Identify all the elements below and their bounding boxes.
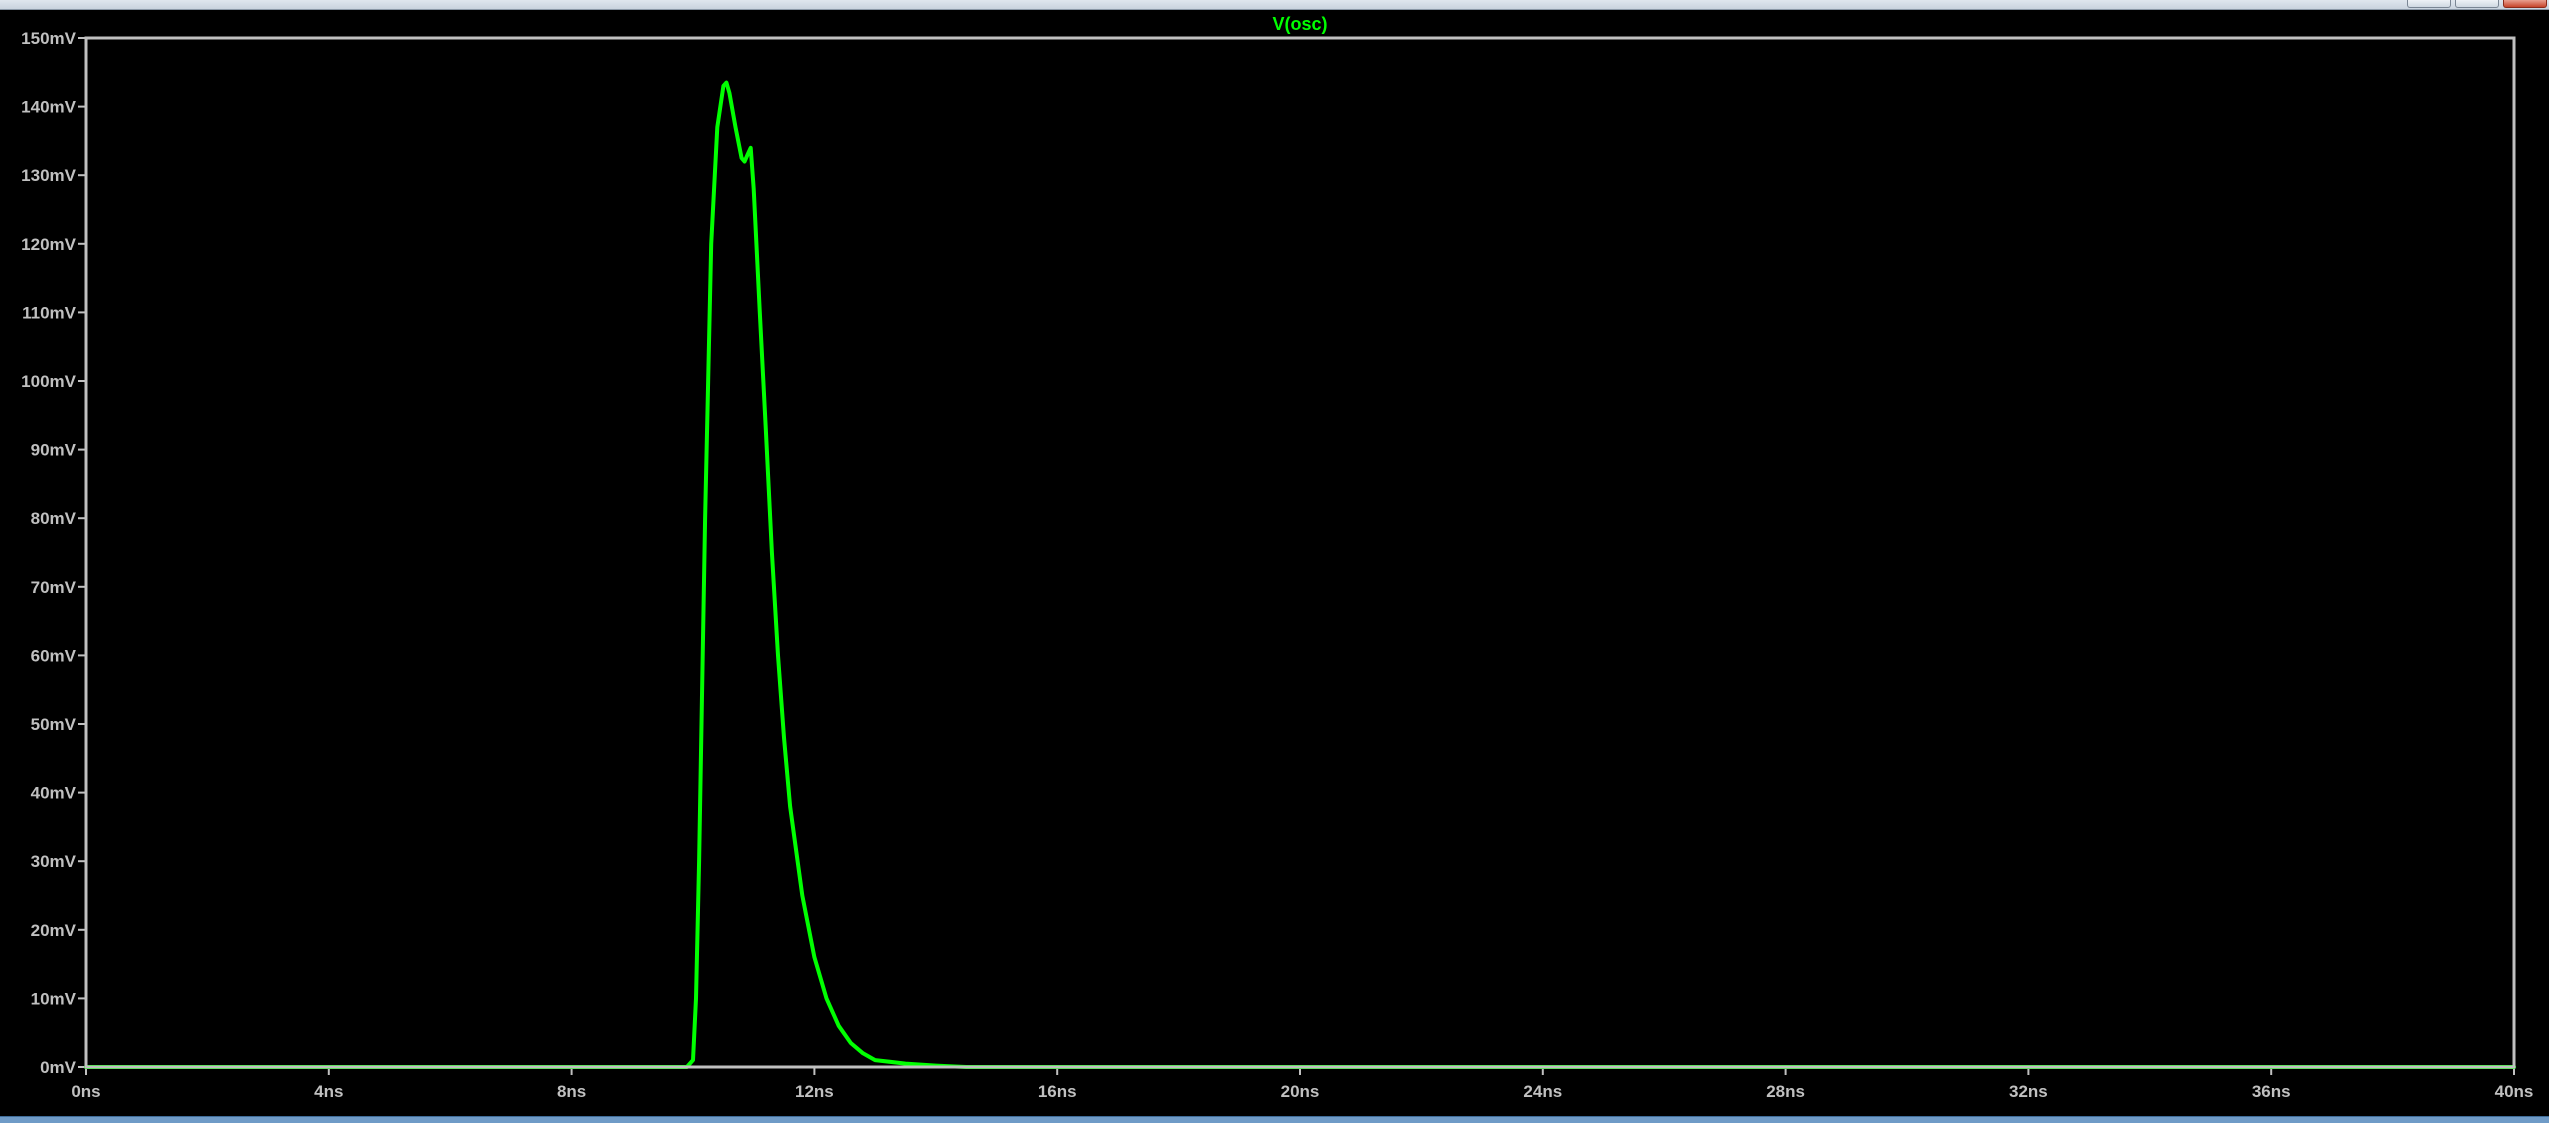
y-tick-label: 20mV — [31, 921, 77, 940]
traces — [84, 80, 2516, 1069]
y-tick-label: 60mV — [31, 646, 77, 665]
window-controls — [2407, 0, 2547, 9]
series-line-v-osc[interactable] — [84, 80, 2516, 1069]
title-bar — [0, 0, 2549, 10]
x-tick-label: 4ns — [314, 1082, 343, 1101]
status-bar — [0, 1116, 2549, 1123]
close-icon[interactable] — [2503, 0, 2547, 8]
x-tick-label: 8ns — [557, 1082, 586, 1101]
x-tick-label: 0ns — [71, 1082, 100, 1101]
y-tick-label: 130mV — [21, 166, 76, 185]
x-axis: 0ns 4ns 8ns 12ns 16ns 20ns 24ns 28ns 32ns 36ns 40n… — [71, 1067, 2533, 1101]
y-tick-label: 120mV — [21, 235, 76, 254]
y-tick-label: 30mV — [31, 852, 77, 871]
x-tick-label: 32ns — [2009, 1082, 2048, 1101]
plot-frame — [84, 36, 2516, 1069]
maximize-icon[interactable] — [2455, 0, 2499, 8]
minimize-icon[interactable] — [2407, 0, 2451, 8]
y-tick-label: 40mV — [31, 784, 77, 803]
x-tick-label: 40ns — [2495, 1082, 2534, 1101]
y-tick-label: 110mV — [22, 303, 77, 322]
y-tick-label: 10mV — [31, 989, 77, 1008]
x-tick-label: 12ns — [795, 1082, 834, 1101]
y-tick-label: 0mV — [40, 1058, 77, 1077]
x-tick-label: 20ns — [1281, 1082, 1320, 1101]
y-tick-label: 150mV — [21, 29, 76, 48]
x-tick-label: 28ns — [1766, 1082, 1805, 1101]
y-tick-label: 140mV — [21, 98, 76, 117]
y-tick-label: 50mV — [31, 715, 77, 734]
y-tick-label: 100mV — [21, 372, 76, 391]
y-tick-label: 80mV — [31, 509, 77, 528]
y-tick-label: 90mV — [31, 441, 77, 460]
y-axis: 0mV 10mV 20mV 30mV 40mV 50mV 60mV 70mV 80mV 90mV 1… — [21, 29, 86, 1077]
x-tick-label: 36ns — [2252, 1082, 2291, 1101]
y-tick-label: 70mV — [31, 578, 77, 597]
x-tick-label: 16ns — [1038, 1082, 1077, 1101]
x-tick-label: 24ns — [1523, 1082, 1562, 1101]
trace-title[interactable]: V(osc) — [1272, 14, 1327, 34]
